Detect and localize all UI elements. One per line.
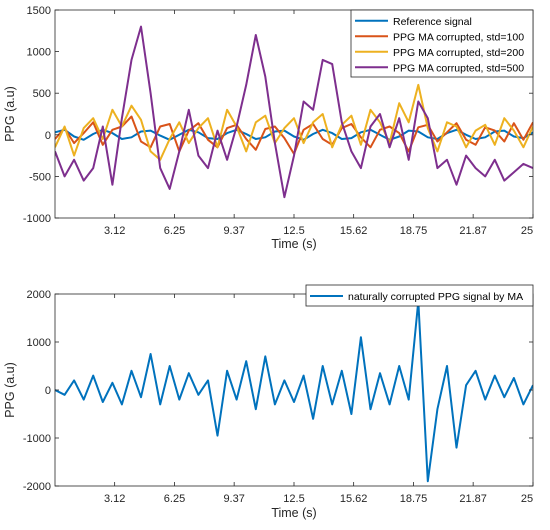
top-chart-panel: 3.12 6.25 9.37 12.5 15.62 18.75 21.87 25 -1000 -5…: [3, 5, 534, 251]
y-tick-label: -500: [29, 171, 51, 183]
series-line-4: [55, 25, 533, 199]
y-tick-label: 2000: [27, 289, 51, 301]
y-axis-label: PPG (a.u): [3, 362, 17, 418]
x-axis-label: Time (s): [271, 506, 316, 520]
legend-label-1: Reference signal: [393, 16, 472, 28]
y-tick-label: 0: [45, 385, 51, 397]
plot-area: [55, 294, 533, 486]
x-tick-label: 6.25: [164, 493, 185, 505]
y-tick-label: -1000: [23, 433, 51, 445]
legend-label-3: PPG MA corrupted, std=200: [393, 47, 524, 59]
x-tick-label: 9.37: [223, 493, 244, 505]
series-line-1: [55, 128, 533, 141]
x-tick-label: 21.87: [459, 225, 487, 237]
x-tick-label: 3.12: [104, 225, 125, 237]
x-tick-label: 9.37: [223, 225, 244, 237]
legend: naturally corrupted PPG signal by MA: [305, 284, 534, 307]
legend: Reference signal PPG MA corrupted, std=10…: [350, 9, 534, 78]
y-tick-label: 500: [33, 88, 51, 100]
legend-box: [305, 284, 534, 307]
legend-label-1: naturally corrupted PPG signal by MA: [348, 291, 523, 303]
x-tick-label: 3.12: [104, 493, 125, 505]
y-tick-label: -1000: [23, 213, 51, 225]
y-tick-label: 1000: [27, 337, 51, 349]
y-axis-label: PPG (a.u): [3, 86, 17, 142]
y-tick-label: 1000: [27, 47, 51, 59]
bottom-chart-panel: 3.12 6.25 9.37 12.5 15.62 18.75 21.87 25 -2000 -1…: [3, 284, 534, 520]
y-tick-label: 0: [45, 130, 51, 142]
x-tick-label: 15.62: [340, 493, 368, 505]
x-tick-label: 6.25: [164, 225, 185, 237]
x-axis-label: Time (s): [271, 237, 316, 251]
x-tick-label: 18.75: [400, 225, 428, 237]
x-tick-label: 12.5: [283, 225, 304, 237]
legend-label-4: PPG MA corrupted, std=500: [393, 62, 524, 74]
legend-label-2: PPG MA corrupted, std=100: [393, 31, 524, 43]
x-tick-label: 25: [521, 225, 533, 237]
x-tick-label: 21.87: [459, 493, 487, 505]
x-tick-label: 12.5: [283, 493, 304, 505]
x-tick-label: 15.62: [340, 225, 368, 237]
y-tick-label: 1500: [27, 5, 51, 17]
x-tick-label: 25: [521, 493, 533, 505]
series-line-1: [55, 300, 533, 483]
y-tick-label: -2000: [23, 481, 51, 493]
x-tick-label: 18.75: [400, 493, 428, 505]
series-line-3: [55, 83, 533, 161]
